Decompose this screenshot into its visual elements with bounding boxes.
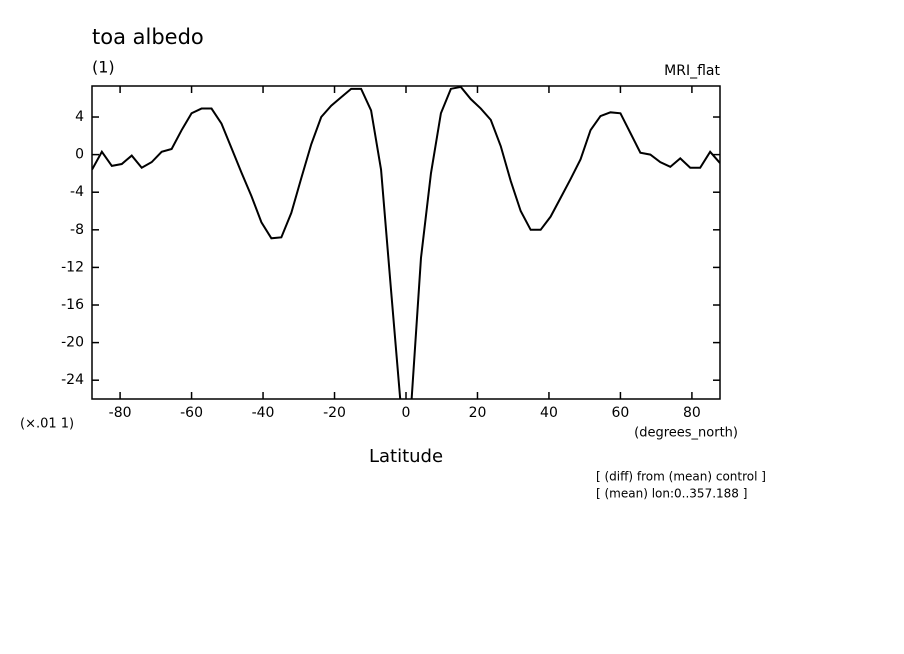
- x-tick-label: 40: [540, 405, 558, 421]
- y-tick-label: 4: [75, 109, 84, 125]
- x-tick-label: 60: [612, 405, 630, 421]
- x-tick-label: -40: [252, 405, 275, 421]
- x-tick-label: 0: [402, 405, 411, 421]
- y-tick-label: -20: [61, 335, 84, 351]
- y-tick-label: -8: [70, 222, 84, 238]
- subtitle: (1): [92, 58, 115, 77]
- y-tick-label: -16: [61, 297, 84, 313]
- chart-title: toa albedo: [92, 25, 204, 49]
- x-tick-label: -20: [323, 405, 346, 421]
- y-tick-label: -24: [61, 372, 84, 388]
- y-units: (×.01 1): [20, 417, 74, 432]
- data-line: [92, 86, 720, 399]
- y-tick-label: -12: [61, 259, 84, 275]
- y-tick-label: -4: [70, 184, 84, 200]
- x-tick-label: 20: [469, 405, 487, 421]
- annotation: [ (diff) from (mean) control ]: [596, 470, 766, 484]
- plot-frame: [91, 85, 721, 400]
- x-axis-title: Latitude: [369, 446, 443, 467]
- x-units: (degrees_north): [634, 426, 738, 441]
- y-tick-label: 0: [75, 147, 84, 163]
- model-label: MRI_flat: [664, 63, 720, 79]
- x-tick-label: -80: [109, 405, 132, 421]
- x-tick-label: 80: [683, 405, 701, 421]
- x-tick-label: -60: [180, 405, 203, 421]
- annotation: [ (mean) lon:0..357.188 ]: [596, 487, 747, 501]
